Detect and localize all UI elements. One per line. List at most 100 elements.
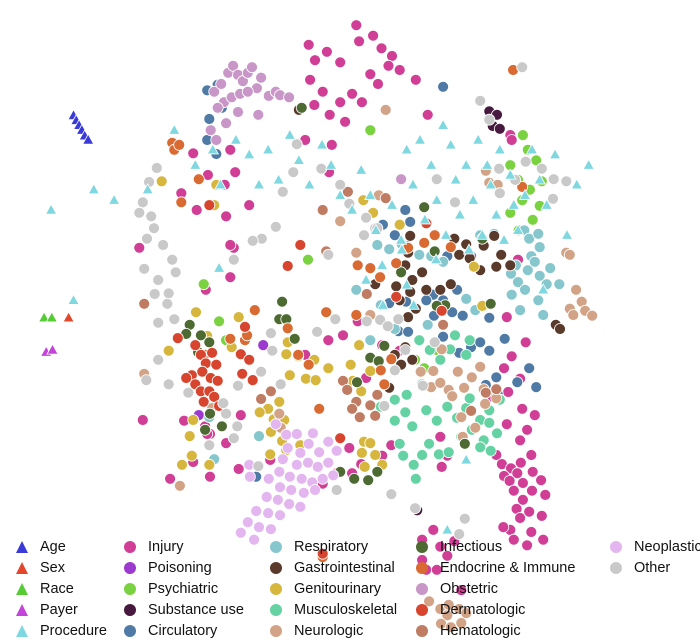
point-circulatory bbox=[404, 215, 417, 228]
point-procedure bbox=[243, 148, 256, 160]
point-dermatologic bbox=[208, 390, 221, 403]
point-procedure bbox=[44, 203, 58, 215]
point-other bbox=[287, 166, 300, 179]
point-injury bbox=[382, 59, 395, 72]
point-procedure bbox=[418, 213, 432, 225]
point-genitourinary bbox=[358, 460, 371, 473]
point-procedure bbox=[376, 258, 389, 270]
point-procedure bbox=[436, 118, 450, 130]
point-endocrine-and-immune bbox=[302, 358, 315, 371]
series-race bbox=[37, 311, 58, 323]
legend-label: Gastrointestinal bbox=[294, 559, 395, 576]
point-procedure bbox=[395, 243, 408, 255]
point-injury bbox=[523, 505, 536, 518]
point-injury bbox=[136, 414, 149, 426]
point-neoplastic bbox=[274, 481, 286, 494]
point-injury bbox=[409, 73, 422, 86]
point-endocrine-and-immune bbox=[175, 196, 188, 209]
point-dermatologic bbox=[236, 367, 249, 380]
point-procedure bbox=[413, 133, 427, 145]
point-other bbox=[166, 253, 179, 266]
point-respiratory bbox=[364, 334, 377, 347]
point-circulatory bbox=[483, 344, 496, 357]
point-injury bbox=[434, 430, 447, 443]
point-musculoskeletal bbox=[397, 449, 410, 462]
point-other bbox=[203, 439, 216, 452]
point-injury bbox=[220, 210, 233, 223]
point-procedure bbox=[345, 203, 359, 215]
legend-item-race: Race bbox=[14, 578, 74, 599]
point-injury bbox=[320, 45, 333, 58]
point-gastrointestinal bbox=[504, 259, 517, 272]
point-infectious bbox=[204, 407, 216, 420]
point-neoplastic bbox=[243, 470, 256, 483]
point-procedure bbox=[359, 273, 373, 285]
circle-marker-icon bbox=[122, 581, 138, 597]
point-neoplastic bbox=[290, 428, 303, 440]
point-musculoskeletal bbox=[430, 414, 443, 427]
point-neoplastic bbox=[294, 446, 307, 459]
triangle-marker-icon bbox=[14, 560, 30, 576]
point-injury bbox=[393, 64, 406, 76]
point-procedure bbox=[453, 208, 467, 220]
point-musculoskeletal bbox=[406, 420, 419, 433]
series-procedure bbox=[44, 118, 595, 535]
point-psychiatric bbox=[197, 278, 210, 291]
point-genitourinary bbox=[155, 175, 168, 188]
point-injury bbox=[164, 472, 177, 485]
point-endocrine-and-immune bbox=[281, 322, 294, 335]
point-procedure bbox=[449, 173, 462, 185]
point-hematologic bbox=[364, 399, 377, 412]
point-injury bbox=[430, 563, 443, 576]
point-other bbox=[547, 173, 560, 186]
point-other bbox=[358, 229, 370, 242]
point-musculoskeletal bbox=[420, 404, 433, 417]
point-infectious bbox=[348, 472, 361, 485]
point-neurologic bbox=[479, 397, 492, 410]
point-other bbox=[322, 248, 335, 261]
point-genitourinary bbox=[253, 406, 266, 419]
point-sex bbox=[62, 311, 75, 323]
point-musculoskeletal bbox=[474, 441, 487, 454]
legend-item-neoplastic: Neoplastic bbox=[608, 536, 700, 557]
circle-marker-icon bbox=[268, 560, 284, 576]
point-other bbox=[150, 162, 163, 174]
point-procedure bbox=[315, 138, 329, 150]
point-other bbox=[381, 320, 394, 333]
legend-label: Psychiatric bbox=[148, 580, 219, 597]
point-endocrine-and-immune bbox=[292, 348, 305, 361]
point-hematologic bbox=[490, 383, 503, 396]
point-injury bbox=[325, 138, 338, 151]
point-injury bbox=[339, 115, 352, 128]
circle-marker-icon bbox=[608, 539, 624, 555]
point-procedure bbox=[107, 193, 121, 205]
point-musculoskeletal bbox=[388, 414, 401, 427]
point-other bbox=[231, 420, 244, 433]
point-procedure bbox=[507, 198, 520, 210]
point-neurologic bbox=[465, 371, 478, 384]
point-obstetric bbox=[220, 117, 233, 130]
point-other bbox=[162, 287, 175, 300]
point-age bbox=[82, 133, 95, 145]
point-neurologic bbox=[273, 407, 286, 420]
point-infectious bbox=[458, 437, 471, 450]
legend-item-procedure: Procedure bbox=[14, 621, 107, 642]
point-procedure bbox=[252, 178, 266, 190]
point-infectious bbox=[362, 474, 375, 487]
point-neoplastic bbox=[253, 521, 265, 533]
point-infectious bbox=[288, 332, 301, 345]
point-injury bbox=[514, 512, 526, 524]
point-neoplastic bbox=[250, 505, 263, 517]
legend-item-gastrointestinal: Gastrointestinal bbox=[268, 557, 395, 578]
point-respiratory bbox=[537, 309, 550, 321]
point-other bbox=[392, 313, 405, 326]
point-neoplastic bbox=[290, 458, 303, 471]
legend-label: Substance use bbox=[148, 602, 244, 619]
point-genitourinary bbox=[176, 458, 188, 471]
point-procedure bbox=[87, 183, 100, 195]
point-respiratory bbox=[533, 241, 546, 254]
point-neoplastic bbox=[322, 435, 335, 448]
point-hematologic bbox=[353, 411, 366, 424]
point-injury bbox=[517, 493, 529, 506]
point-neurologic bbox=[435, 343, 448, 356]
